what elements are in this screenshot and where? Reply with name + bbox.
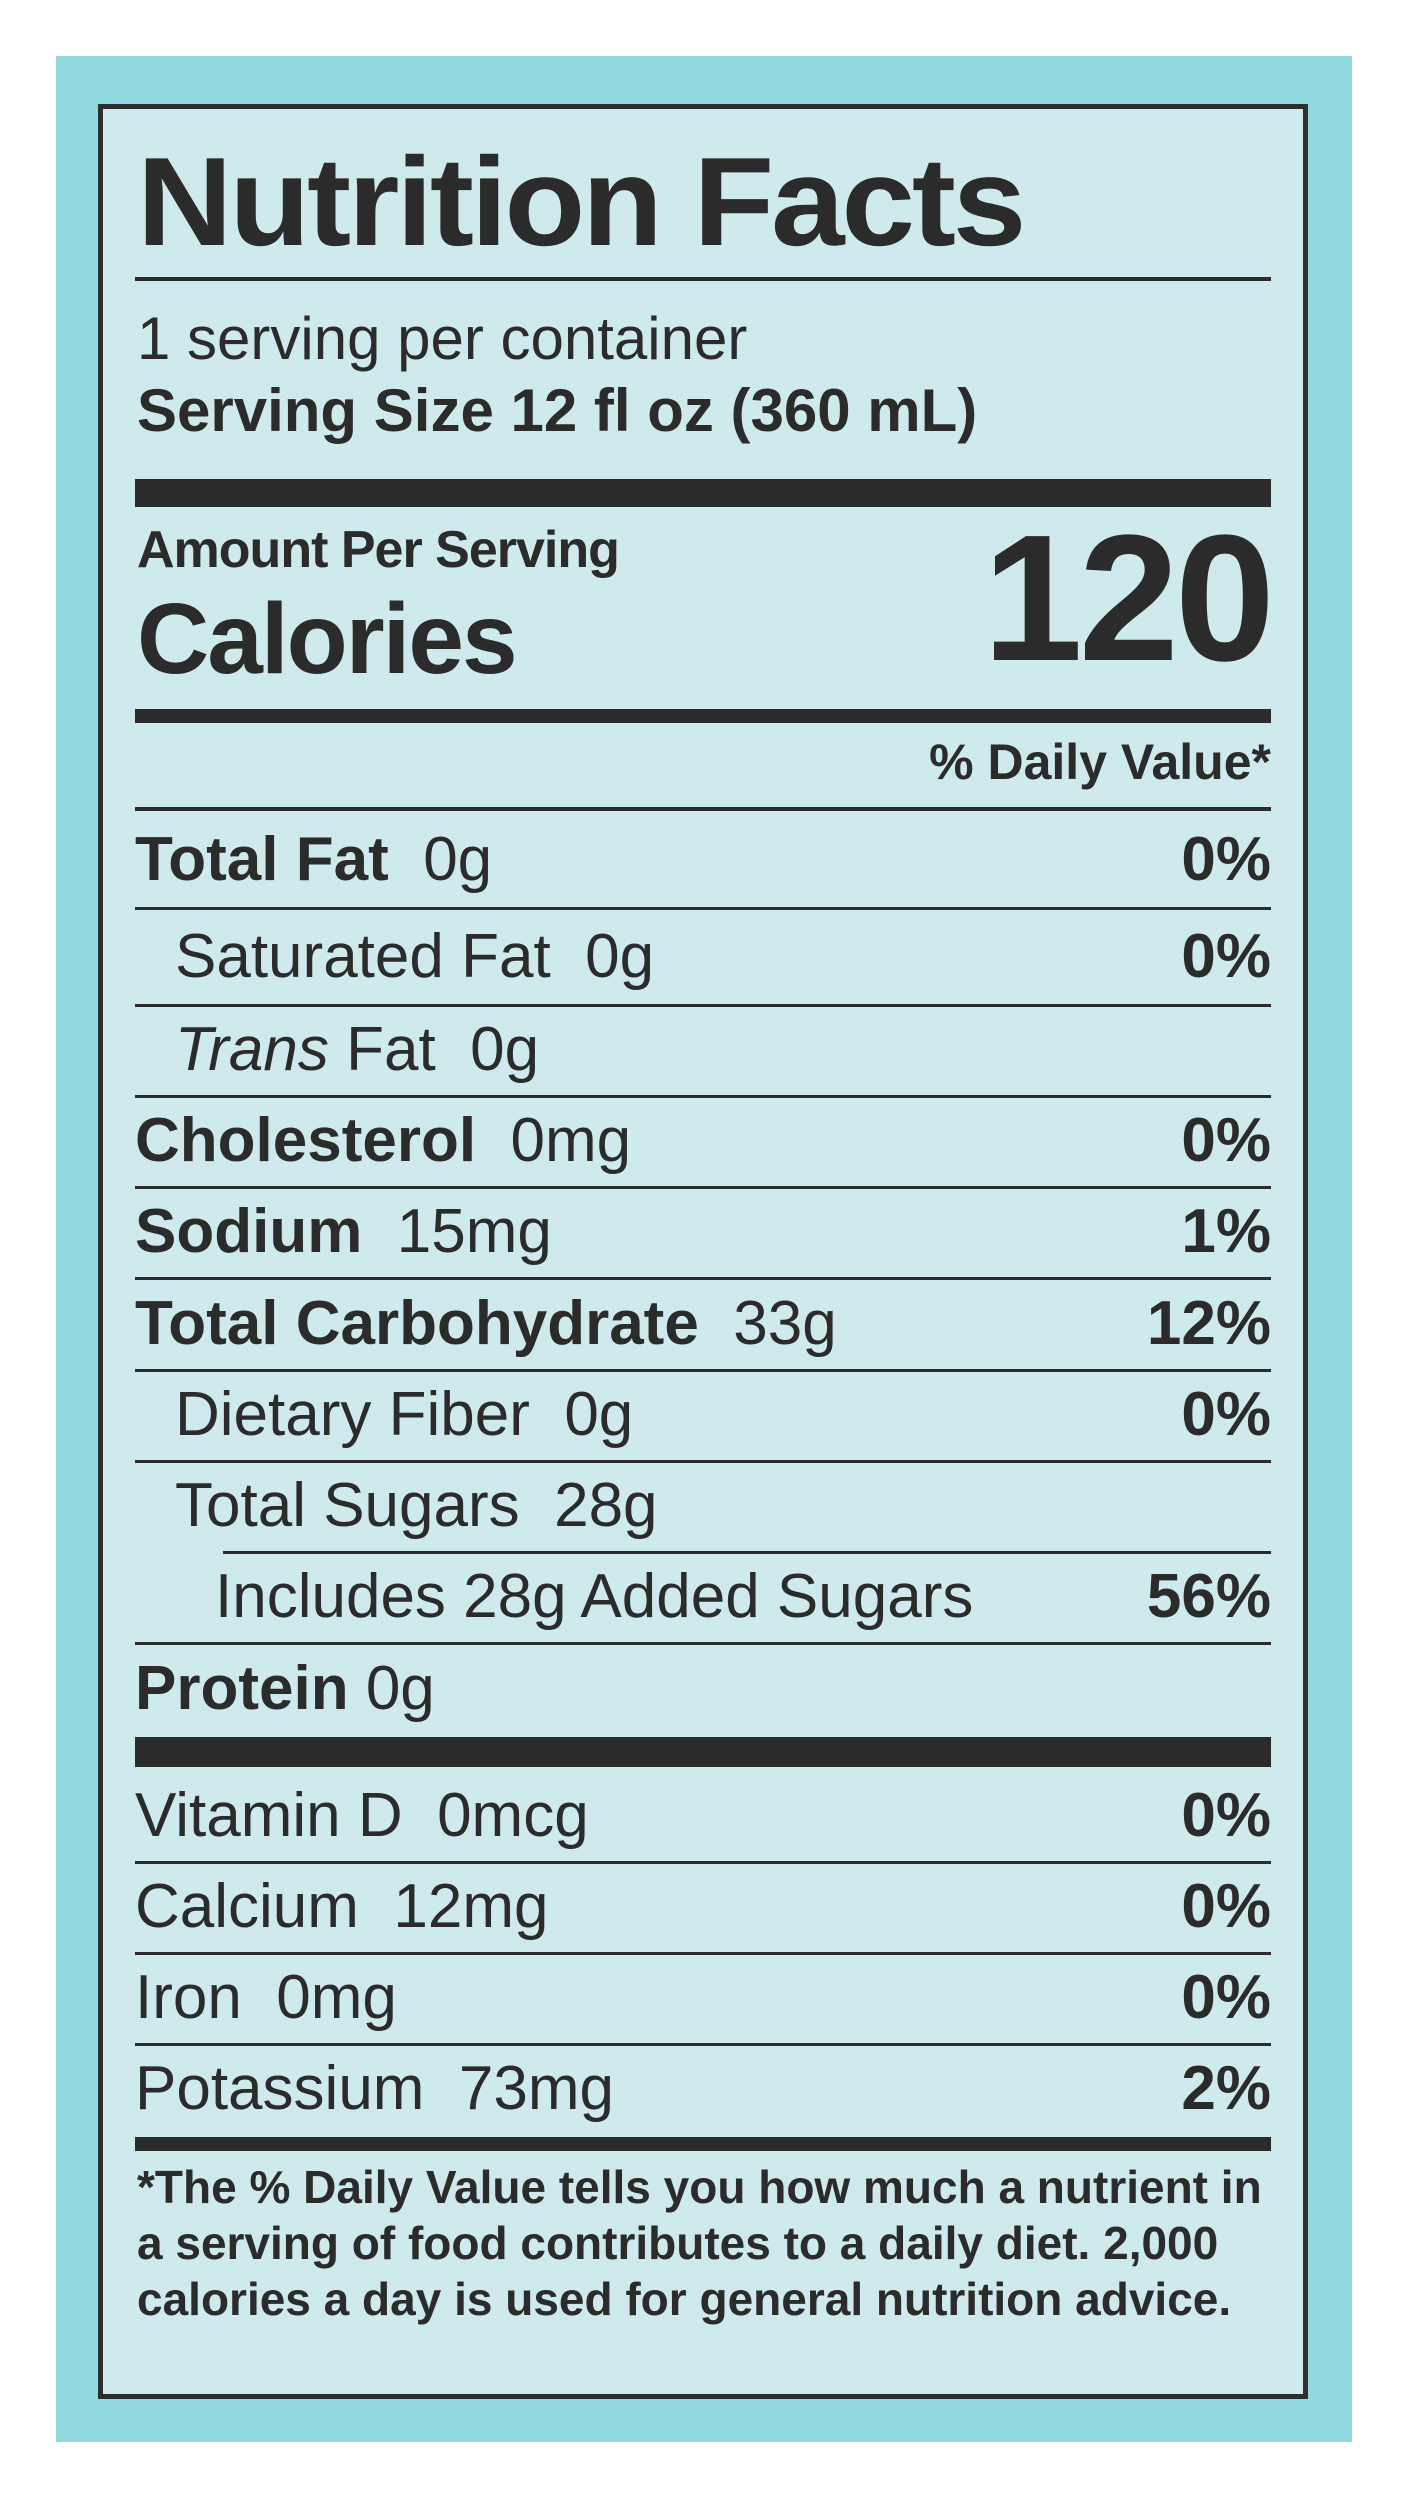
dv-divider — [135, 807, 1271, 811]
vitamin-name: Iron — [135, 1963, 242, 2032]
nutrient-amount: 15mg — [396, 1197, 552, 1266]
nutrient-label: Protein 0g — [135, 1644, 435, 1734]
row-divider — [135, 1952, 1271, 1955]
nutrient-row-total-fat: Total Fat 0g 0% — [135, 815, 1271, 905]
serving-size-label: Serving Size — [137, 377, 494, 444]
nutrient-dv: 0% — [1181, 1106, 1271, 1175]
nutrient-row-protein: Protein 0g — [135, 1644, 1271, 1734]
row-divider — [135, 1642, 1271, 1645]
vitamin-dv: 2% — [1181, 2054, 1271, 2123]
nutrient-name: Fat — [346, 1015, 436, 1084]
vitamin-amount: 0mg — [276, 1963, 397, 2032]
nutrient-label: Sodium 15mg — [135, 1187, 552, 1277]
nutrient-row-total-sugars: Total Sugars 28g — [135, 1461, 1271, 1551]
vitamin-row-calcium: Calcium 12mg 0% — [135, 1862, 1271, 1952]
nutrient-name: Protein — [135, 1654, 349, 1723]
nutrient-dv: 12% — [1146, 1289, 1271, 1358]
nutrient-amount: 28g — [554, 1471, 658, 1540]
nutrient-amount: 0g — [365, 1654, 435, 1723]
vitamin-dv: 0% — [1181, 1781, 1271, 1850]
nutrient-label: Cholesterol 0mg — [135, 1096, 631, 1186]
vitamin-row-potassium: Potassium 73mg 2% — [135, 2044, 1271, 2134]
vitamin-amount: 0mcg — [437, 1781, 589, 1850]
vitamin-name: Vitamin D — [135, 1781, 403, 1850]
footnote-divider — [135, 2137, 1271, 2151]
nutrient-name: Total Sugars — [175, 1471, 520, 1540]
nutrient-name: Saturated Fat — [175, 922, 551, 991]
title-divider — [135, 277, 1271, 281]
nutrient-name: Total Carbohydrate — [135, 1289, 699, 1358]
nutrient-amount: 0g — [423, 825, 493, 894]
vitamin-amount: 73mg — [458, 2054, 614, 2123]
row-divider — [135, 1004, 1271, 1007]
nutrient-dv: 0% — [1181, 1380, 1271, 1449]
row-divider — [135, 907, 1271, 910]
nutrient-row-saturated-fat: Saturated Fat 0g 0% — [135, 912, 1271, 1002]
nutrient-amount: 33g — [733, 1289, 837, 1358]
nutrient-name: Sodium — [135, 1197, 363, 1266]
nutrient-name: Cholesterol — [135, 1106, 477, 1175]
serving-size-value: 12 fl oz (360 mL) — [510, 377, 978, 444]
vitamin-label: Calcium 12mg — [135, 1862, 548, 1952]
nutrient-dv: 56% — [1146, 1562, 1271, 1631]
nutrient-amount: 0g — [470, 1015, 540, 1084]
amount-per-serving: Amount Per Serving — [137, 521, 620, 579]
nutrient-row-sodium: Sodium 15mg 1% — [135, 1187, 1271, 1277]
calories-value: 120 — [982, 498, 1275, 699]
nutrient-amount: 0mg — [510, 1106, 632, 1175]
nutrient-row-trans-fat: Trans Fat 0g — [135, 1005, 1271, 1095]
vitamin-label: Vitamin D 0mcg — [135, 1771, 589, 1861]
serving-size: Serving Size 12 fl oz (360 mL) — [137, 381, 977, 441]
row-divider — [135, 1277, 1271, 1280]
nutrient-label: Includes 28g Added Sugars — [215, 1552, 973, 1642]
panel-title: Nutrition Facts — [137, 131, 1026, 272]
vitamin-row-iron: Iron 0mg 0% — [135, 1953, 1271, 2043]
daily-value-header: % Daily Value* — [929, 734, 1271, 790]
nutrient-label: Total Fat 0g — [135, 815, 492, 905]
thick-divider — [135, 479, 1271, 507]
vitamin-name: Potassium — [135, 2054, 425, 2123]
nutrient-dv: 0% — [1181, 825, 1271, 894]
nutrient-label: Trans Fat 0g — [175, 1005, 539, 1095]
nutrient-dv: 0% — [1181, 922, 1271, 991]
nutrient-amount: 0g — [585, 922, 655, 991]
vitamin-name: Calcium — [135, 1872, 359, 1941]
nutrient-label: Saturated Fat 0g — [175, 912, 654, 1002]
thick-divider — [135, 1737, 1271, 1767]
nutrition-facts-panel: Nutrition Facts 1 serving per container … — [98, 104, 1308, 2399]
nutrient-amount: 0g — [564, 1380, 634, 1449]
nutrient-label: Total Sugars 28g — [175, 1461, 658, 1551]
nutrient-name-italic: Trans — [175, 1015, 329, 1084]
row-divider — [135, 1369, 1271, 1372]
nutrient-row-dietary-fiber: Dietary Fiber 0g 0% — [135, 1370, 1271, 1460]
nutrient-label: Total Carbohydrate 33g — [135, 1279, 837, 1369]
nutrient-row-total-carbohydrate: Total Carbohydrate 33g 12% — [135, 1279, 1271, 1369]
row-divider — [223, 1551, 1271, 1554]
row-divider — [135, 1095, 1271, 1098]
nutrient-name: Includes 28g Added Sugars — [215, 1562, 974, 1631]
nutrient-row-cholesterol: Cholesterol 0mg 0% — [135, 1096, 1271, 1186]
nutrient-name: Dietary Fiber — [175, 1380, 530, 1449]
nutrient-name: Total Fat — [135, 825, 389, 894]
servings-per-container: 1 serving per container — [137, 305, 748, 372]
vitamin-dv: 0% — [1181, 1963, 1271, 2032]
row-divider — [135, 1186, 1271, 1189]
row-divider — [135, 1460, 1271, 1463]
vitamin-label: Iron 0mg — [135, 1953, 397, 2043]
vitamin-dv: 0% — [1181, 1872, 1271, 1941]
row-divider — [135, 2043, 1271, 2046]
row-divider — [135, 1861, 1271, 1864]
calories-divider — [135, 709, 1271, 723]
nutrient-row-added-sugars: Includes 28g Added Sugars 56% — [135, 1552, 1271, 1642]
daily-value-footnote: *The % Daily Value tells you how much a … — [137, 2161, 1262, 2325]
vitamin-label: Potassium 73mg — [135, 2044, 614, 2134]
vitamin-row-vitamin-d: Vitamin D 0mcg 0% — [135, 1771, 1271, 1861]
nutrient-dv: 1% — [1181, 1197, 1271, 1266]
vitamin-amount: 12mg — [393, 1872, 549, 1941]
calories-label: Calories — [137, 583, 518, 695]
nutrient-label: Dietary Fiber 0g — [175, 1370, 633, 1460]
